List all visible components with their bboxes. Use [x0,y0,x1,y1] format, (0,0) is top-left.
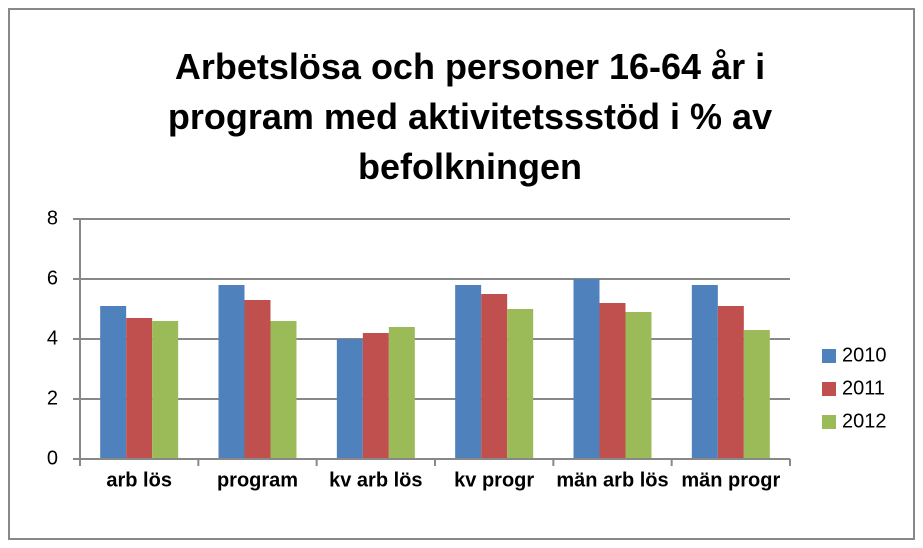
bar [244,300,271,459]
bar [152,321,179,459]
bar [691,285,718,459]
x-tick-label: kv progr [454,469,534,491]
y-tick-label: 8 [47,207,58,229]
bar [270,321,297,459]
bar [336,339,363,459]
bar [507,309,534,459]
bar [100,306,127,459]
x-tick-label: män arb lös [556,469,668,491]
bar [126,318,153,459]
x-tick-label: arb lös [106,469,172,491]
bar [717,306,744,459]
x-tick-label: kv arb lös [329,469,422,491]
y-tick-label: 0 [47,447,58,469]
bar [362,333,389,459]
chart-title: Arbetslösa och personer 16-64 år i progr… [167,46,773,187]
legend-label: 2012 [842,410,887,432]
bar [573,279,600,459]
y-tick-label: 2 [47,387,58,409]
bar [455,285,482,459]
legend-label: 2010 [842,344,887,366]
x-tick-label: program [217,469,298,491]
y-tick-label: 4 [47,327,58,349]
bar [481,294,508,459]
bar [599,303,626,459]
legend-label: 2011 [842,377,885,399]
bar [218,285,245,459]
legend-swatch [822,382,836,396]
bar [743,330,770,459]
chart-border [8,8,915,540]
y-tick-label: 6 [47,267,58,289]
bar [625,312,652,459]
bar [388,327,415,459]
legend-swatch [822,415,836,429]
x-tick-label: män progr [681,469,780,491]
legend-swatch [822,349,836,363]
